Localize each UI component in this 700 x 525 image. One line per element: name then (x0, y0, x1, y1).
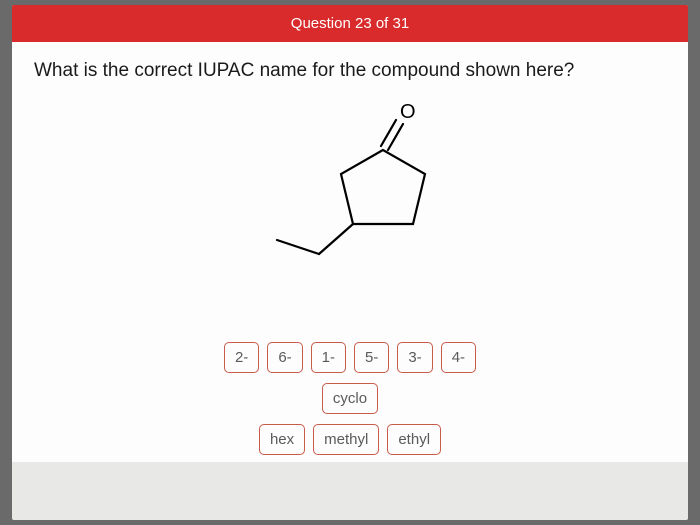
chip-hex[interactable]: hex (259, 424, 305, 455)
chip-row-numbers: 2- 6- 1- 5- 3- 4- (224, 342, 476, 373)
cyclopentanone-structure-svg: O (235, 102, 465, 292)
answer-chips-area: 2- 6- 1- 5- 3- 4- cyclo hex methyl ethyl (34, 342, 666, 455)
question-progress-text: Question 23 of 31 (291, 15, 409, 32)
chip-6[interactable]: 6- (267, 342, 302, 373)
chip-row-groups: hex methyl ethyl (259, 424, 441, 455)
question-prompt: What is the correct IUPAC name for the c… (34, 60, 666, 82)
chip-1[interactable]: 1- (311, 342, 346, 373)
molecule-diagram: O (34, 92, 666, 312)
chip-row-prefix: cyclo (322, 383, 378, 414)
chip-ethyl[interactable]: ethyl (387, 424, 441, 455)
chip-3[interactable]: 3- (397, 342, 432, 373)
chip-2[interactable]: 2- (224, 342, 259, 373)
question-progress-header: Question 23 of 31 (12, 5, 688, 42)
screen: Question 23 of 31 What is the correct IU… (12, 5, 688, 520)
question-card: What is the correct IUPAC name for the c… (12, 42, 688, 462)
oxygen-label: O (400, 102, 416, 123)
chip-methyl[interactable]: methyl (313, 424, 379, 455)
chip-4[interactable]: 4- (441, 342, 476, 373)
chip-cyclo[interactable]: cyclo (322, 383, 378, 414)
chip-5[interactable]: 5- (354, 342, 389, 373)
